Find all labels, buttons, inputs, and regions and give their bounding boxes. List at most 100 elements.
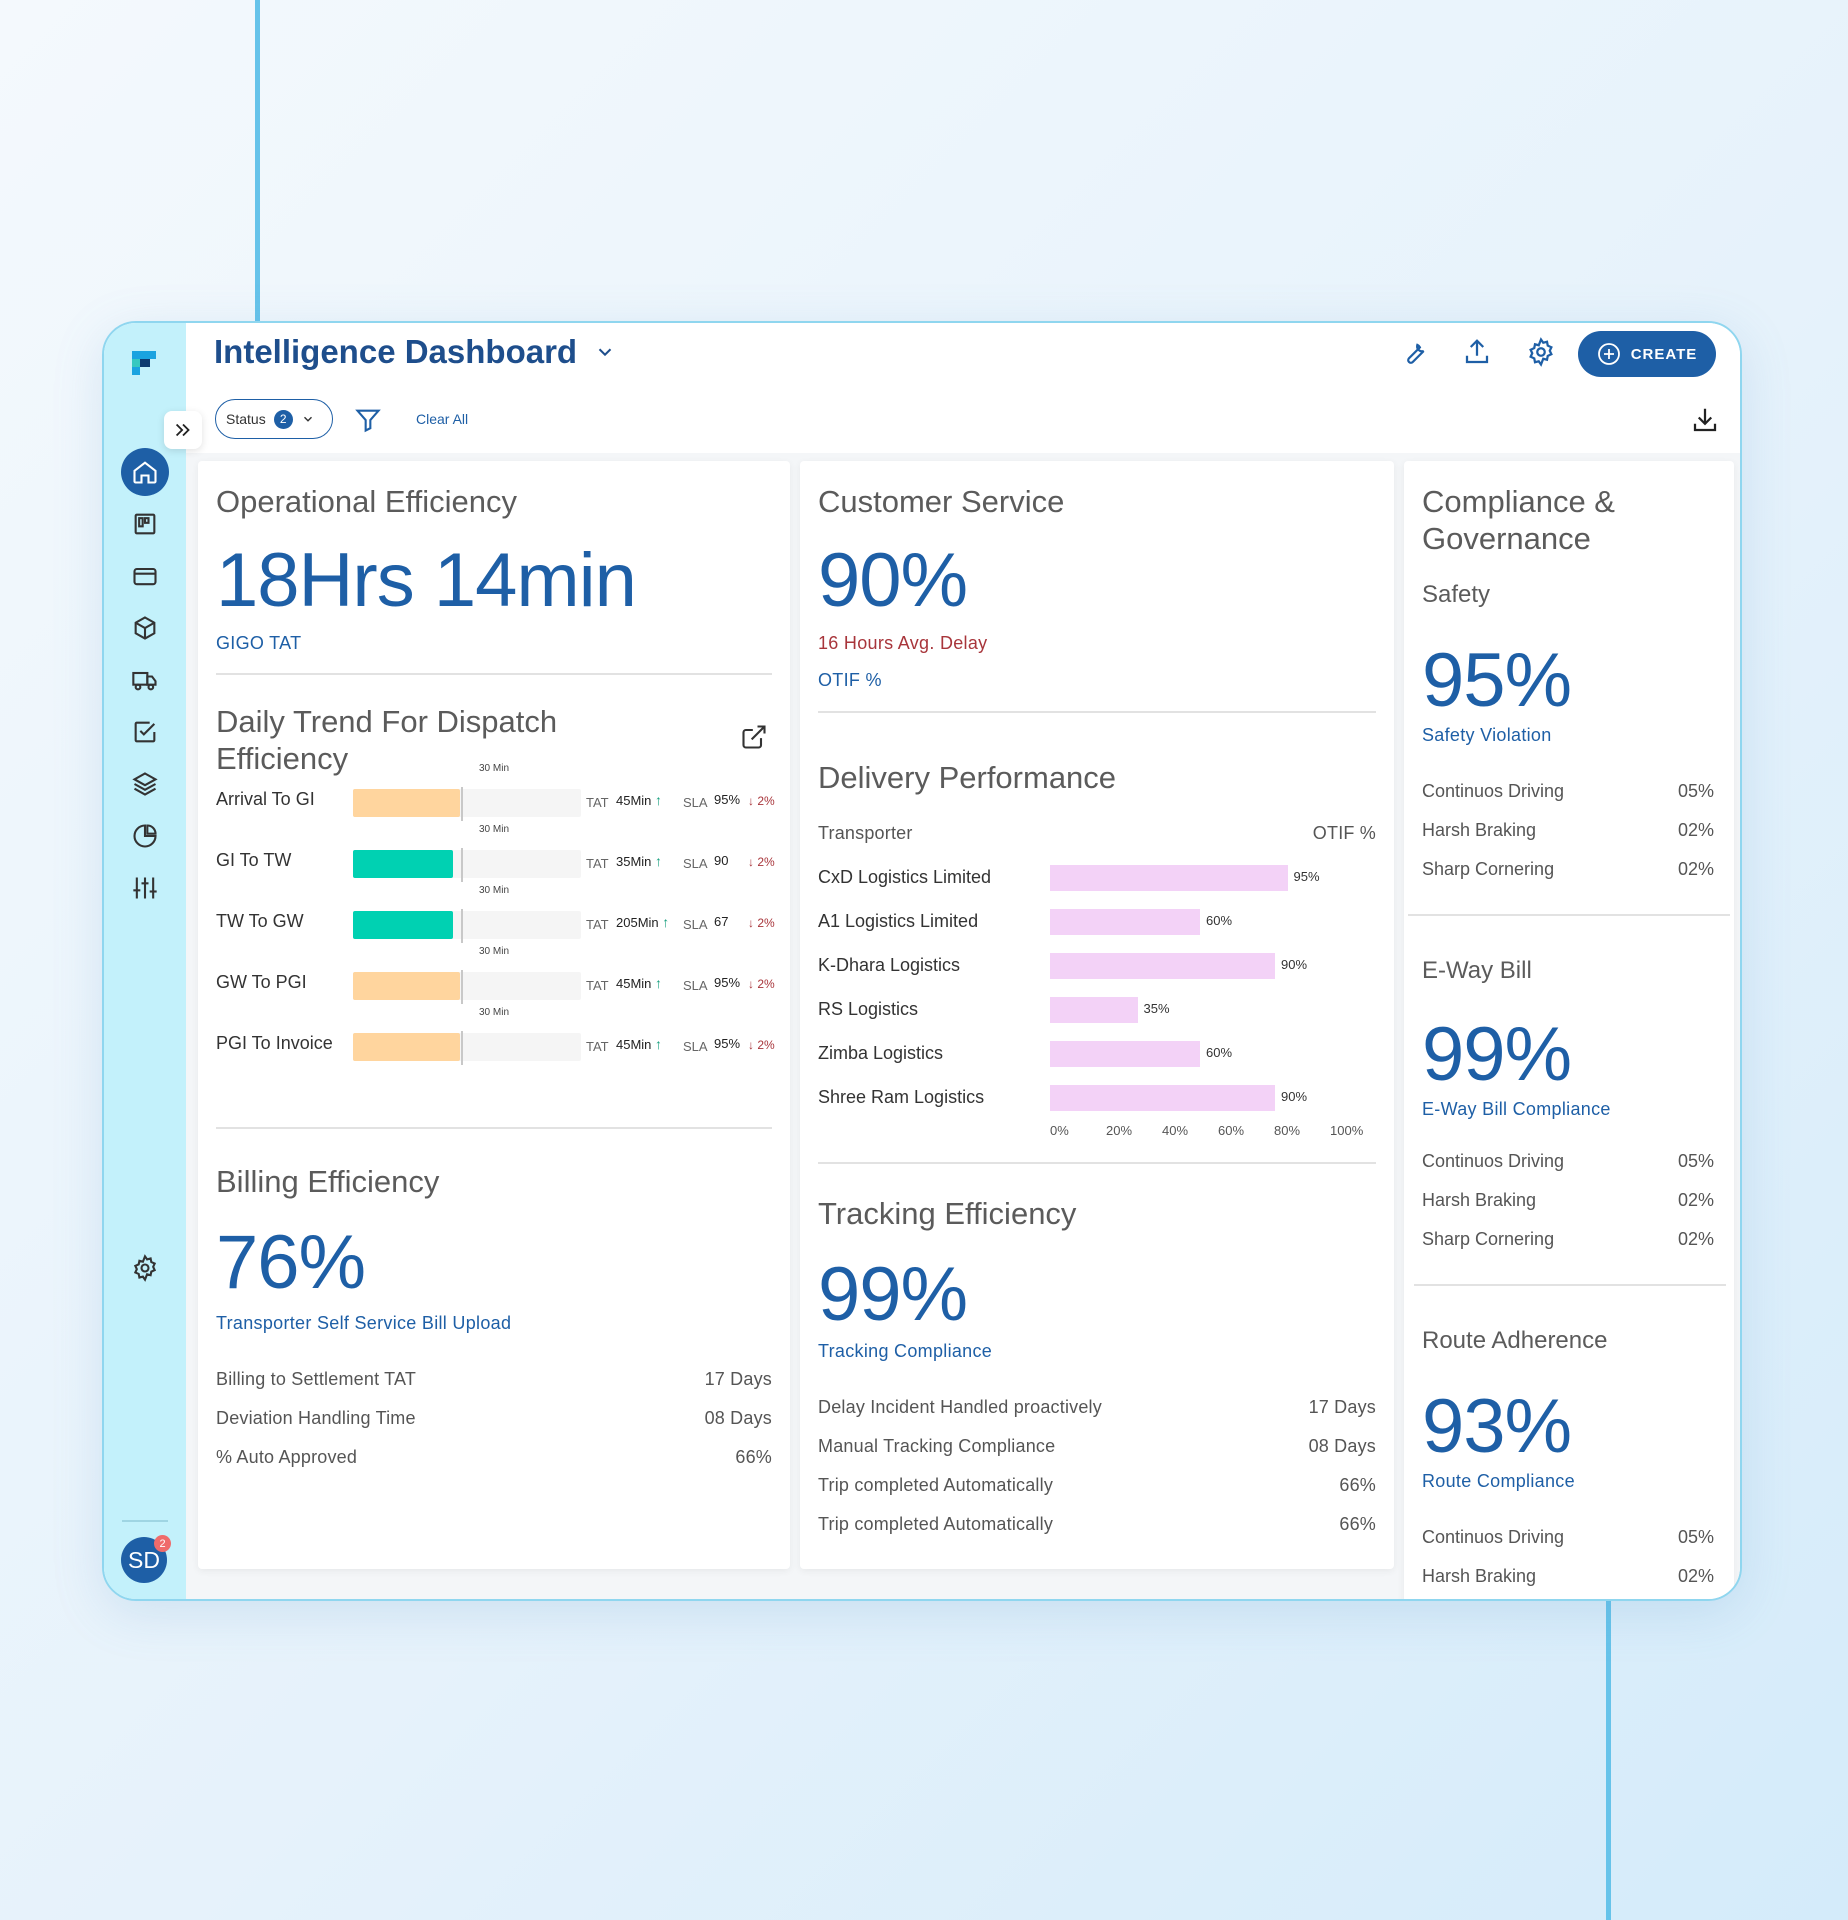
otif-column-header: OTIF % (1312, 823, 1376, 843)
transporter-name: Shree Ram Logistics (818, 1087, 985, 1107)
tat-label: TAT (586, 1039, 609, 1054)
operational-card: Operational Efficiency 18Hrs 14min GIGO … (198, 461, 790, 1569)
billing-title: Billing Efficiency (216, 1164, 440, 1199)
trend-row-label: TW To GW (216, 911, 304, 931)
tat-label: TAT (586, 917, 609, 932)
tat-label: TAT (586, 795, 609, 810)
otif-bar (1050, 1041, 1200, 1067)
tat-value: 45Min ↑ (616, 1036, 662, 1052)
status-filter[interactable]: Status 2 (215, 399, 333, 439)
metric-key: Harsh Braking (1422, 1190, 1537, 1210)
target-min-label: 30 Min (479, 1007, 510, 1018)
x-axis-tick: 20% (1106, 1123, 1133, 1138)
sidebar-item-controls[interactable] (121, 864, 169, 912)
plus-circle-icon (1597, 343, 1620, 365)
trend-row: GW To PGI 30 Min TAT 45Min ↑ SLA 95% ↓ 2% (216, 946, 790, 1004)
billing-item-key: Deviation Handling Time (216, 1408, 416, 1428)
trend-row: TW To GW 30 Min TAT 205Min ↑ SLA 67 ↓ 2% (216, 885, 790, 943)
target-marker (461, 787, 463, 821)
arrow-up-icon: ↑ (655, 1036, 663, 1052)
delivery-header: Transporter OTIF % (818, 823, 1376, 844)
transporter-name: K-Dhara Logistics (818, 955, 961, 975)
tat-value: 35Min ↑ (616, 853, 662, 869)
sidebar-item-settings[interactable] (121, 1244, 169, 1292)
customer-title: Customer Service (818, 484, 1065, 519)
external-link-icon[interactable] (740, 723, 768, 751)
sidebar-item-billing[interactable] (121, 552, 169, 600)
sidebar: SD 2 (104, 323, 186, 1599)
tat-value: 45Min ↑ (616, 975, 662, 991)
billing-item-key: % Auto Approved (216, 1447, 358, 1467)
otif-bar (1050, 997, 1138, 1023)
route-label: Route Compliance (1422, 1471, 1575, 1491)
divider (1408, 914, 1730, 916)
wrench-icon[interactable] (1399, 337, 1429, 367)
sidebar-item-packages[interactable] (121, 604, 169, 652)
otif-value-label: 90% (1281, 957, 1308, 972)
eway-value: 99% (1422, 1012, 1572, 1097)
chevron-down-icon (303, 416, 312, 422)
billing-item: Deviation Handling Time 08 Days (216, 1408, 772, 1429)
chevron-down-icon[interactable] (594, 341, 616, 363)
tracking-item-key: Trip completed Automatically (818, 1514, 1054, 1534)
metric-value: 02% (1677, 1566, 1714, 1586)
clear-all-link[interactable]: Clear All (416, 411, 469, 427)
safety-value: 95% (1422, 638, 1572, 723)
settings-icon[interactable] (1526, 337, 1556, 367)
delta-value: ↓ 2% (748, 977, 775, 991)
metric-key: Continuos Driving (1422, 1527, 1565, 1547)
sla-value: 90 (714, 853, 729, 868)
sidebar-item-shipments[interactable] (121, 656, 169, 704)
download-icon[interactable] (1690, 405, 1720, 435)
tat-value-text: 45Min (616, 976, 652, 991)
sidebar-item-layers[interactable] (121, 760, 169, 808)
create-button[interactable]: CREATE (1578, 331, 1716, 377)
metric-key: Harsh Braking (1422, 820, 1537, 840)
billing-item-value: 66% (735, 1447, 772, 1467)
delivery-row: CxD Logistics Limited 95% (818, 859, 1378, 899)
tracking-title: Tracking Efficiency (818, 1196, 1077, 1231)
brand-logo[interactable] (128, 347, 160, 379)
status-count-badge: 2 (273, 409, 293, 429)
sla-label: SLA (683, 917, 708, 932)
filter-icon[interactable] (354, 406, 382, 434)
trend-bar-track (353, 1031, 581, 1065)
truck-icon (132, 671, 157, 691)
trend-bar-fill (353, 789, 461, 817)
sidebar-item-reports[interactable] (121, 812, 169, 860)
tracking-label: Tracking Compliance (818, 1341, 993, 1361)
tat-value: 205Min ↑ (616, 914, 669, 930)
route-title: Route Adherence (1422, 1327, 1608, 1354)
transporter-name: RS Logistics (818, 999, 919, 1019)
tat-value: 45Min ↑ (616, 792, 662, 808)
avg-delay-label: 16 Hours Avg. Delay (818, 633, 988, 653)
gigo-tat-label: GIGO TAT (216, 633, 302, 653)
otif-label: OTIF % (818, 670, 882, 690)
expand-sidebar-button[interactable] (164, 411, 202, 449)
safety-metric: Sharp Cornering 02% (1422, 859, 1714, 880)
tat-label: TAT (586, 978, 609, 993)
dashboard-content: Operational Efficiency 18Hrs 14min GIGO … (186, 453, 1740, 1599)
billing-item: Billing to Settlement TAT 17 Days (216, 1369, 772, 1390)
delivery-row: RS Logistics 35% (818, 991, 1378, 1031)
double-chevron-right-icon (175, 423, 190, 437)
sidebar-item-home[interactable] (121, 448, 169, 496)
tracking-item: Trip completed Automatically 66% (818, 1514, 1376, 1535)
metric-key: Sharp Cornering (1422, 859, 1555, 879)
trend-row: PGI To Invoice 30 Min TAT 45Min ↑ SLA 95% ↓ 2% (216, 1007, 790, 1065)
status-filter-label: Status (226, 411, 266, 427)
billing-item-value: 08 Days (704, 1408, 772, 1428)
delivery-row: Zimba Logistics 60% (818, 1035, 1378, 1075)
sidebar-item-board[interactable] (121, 500, 169, 548)
upload-icon[interactable] (1462, 337, 1492, 367)
tat-value-text: 35Min (616, 854, 652, 869)
target-min-label: 30 Min (479, 763, 510, 774)
trend-bar-track (353, 970, 581, 1004)
trend-bar-fill (353, 1033, 461, 1061)
eway-label: E-Way Bill Compliance (1422, 1099, 1611, 1119)
divider (1414, 1284, 1726, 1286)
sidebar-item-tasks[interactable] (121, 708, 169, 756)
eway-metric: Sharp Cornering 02% (1422, 1229, 1714, 1250)
otif-value: 90% (818, 538, 968, 623)
arrow-down-icon: ↓ (748, 916, 754, 930)
